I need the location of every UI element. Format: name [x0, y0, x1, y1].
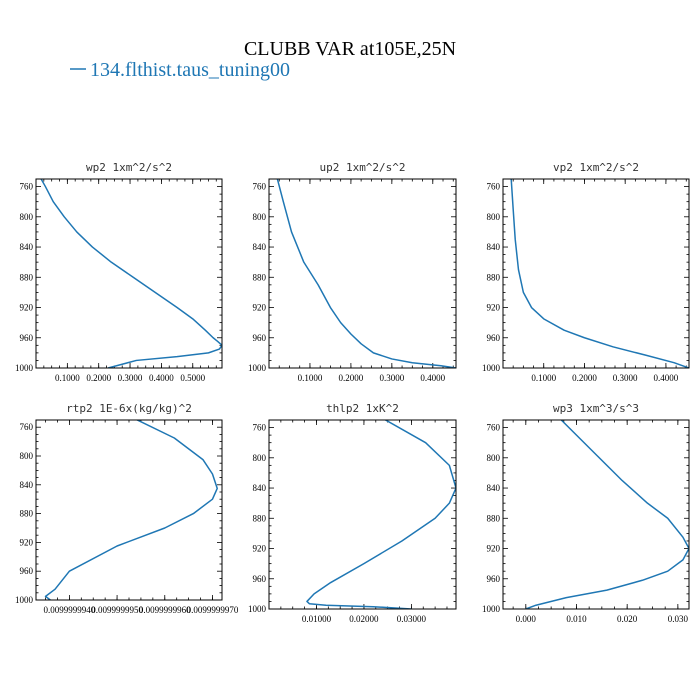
figure-title: CLUBB VAR at105E,25N: [244, 38, 456, 60]
x-tick-label: 0.01000: [302, 614, 332, 624]
y-tick-label: 840: [487, 483, 501, 493]
x-tick-label: 0.0099999970: [187, 605, 239, 615]
x-tick-label: 0.02000: [349, 614, 379, 624]
y-tick-label: 800: [253, 212, 267, 222]
y-tick-label: 960: [487, 574, 501, 584]
x-tick-label: 0.1000: [531, 373, 556, 383]
subplot-6: wp3 1xm^3/s^3 760 800 840 880 920 960 1000 0.000…: [482, 402, 690, 624]
x-tick-label: 0.2000: [572, 373, 597, 383]
y-tick-label: 960: [20, 566, 34, 576]
y-tick-label: 880: [487, 513, 501, 523]
subplot-1: wp2 1xm^2/s^2 760 800 840 880 920 960 1000 0.100…: [15, 161, 223, 383]
y-tick-label: 840: [20, 242, 34, 252]
y-tick-label: 840: [253, 242, 267, 252]
subplot-title: wp3 1xm^3/s^3: [553, 402, 639, 415]
y-tick-label: 920: [487, 544, 501, 554]
x-tick-label: 0.3000: [613, 373, 638, 383]
y-tick-label: 960: [487, 333, 501, 343]
y-tick-label: 920: [20, 537, 34, 547]
y-tick-label: 800: [487, 453, 501, 463]
subplot-title: up2 1xm^2/s^2: [319, 161, 405, 174]
x-tick-label: 0.3000: [118, 373, 143, 383]
x-tick-label: 0.0099999940: [44, 605, 96, 615]
x-tick-label: 0.030: [668, 614, 689, 624]
plot-frame: [502, 419, 690, 610]
y-tick-label: 920: [487, 303, 501, 313]
series-line: [276, 179, 456, 368]
y-tick-label: 960: [253, 574, 267, 584]
y-tick-label: 760: [253, 182, 267, 192]
x-tick-label: 0.03000: [397, 614, 427, 624]
y-tick-label: 800: [20, 212, 34, 222]
x-tick-label: 0.010: [566, 614, 587, 624]
subplot-grid: wp2 1xm^2/s^2 760 800 840 880 920 960 1000 0.100…: [15, 161, 690, 624]
y-tick-label: 760: [487, 423, 501, 433]
series-line: [306, 420, 456, 609]
y-tick-label: 800: [253, 453, 267, 463]
legend-label: 134.flthist.taus_tuning00: [90, 59, 290, 81]
subplot-title: wp2 1xm^2/s^2: [86, 161, 172, 174]
x-tick-label: 0.4000: [654, 373, 679, 383]
y-tick-label: 880: [253, 272, 267, 282]
plot-frame: [268, 419, 457, 610]
subplot-title: vp2 1xm^2/s^2: [553, 161, 639, 174]
y-tick-label: 960: [253, 333, 267, 343]
y-tick-label: 760: [20, 182, 34, 192]
y-tick-label: 800: [20, 451, 34, 461]
y-tick-label: 920: [253, 303, 267, 313]
series-line: [40, 179, 222, 368]
y-tick-label: 1000: [15, 363, 34, 373]
y-tick-label: 840: [20, 480, 34, 490]
x-tick-label: 0.020: [617, 614, 638, 624]
plot-frame: [35, 178, 223, 369]
series-line: [525, 420, 689, 609]
y-tick-label: 1000: [248, 604, 267, 614]
x-tick-label: 0.0099999950: [91, 605, 143, 615]
x-tick-label: 0.1000: [298, 373, 323, 383]
y-tick-label: 880: [487, 272, 501, 282]
y-tick-label: 760: [253, 423, 267, 433]
subplot-title: rtp2 1E-6x(kg/kg)^2: [66, 402, 192, 415]
y-tick-label: 960: [20, 333, 34, 343]
y-tick-label: 840: [487, 242, 501, 252]
subplot-5: thlp2 1xK^2 760 800 840 880 920 960 1000 0.01000…: [248, 402, 457, 624]
y-tick-label: 1000: [482, 604, 501, 614]
subplot-2: up2 1xm^2/s^2 760 800 840 880 920 960 1000 0.100…: [248, 161, 457, 383]
plot-frame: [268, 178, 457, 369]
y-tick-label: 920: [253, 544, 267, 554]
x-tick-label: 0.2000: [86, 373, 111, 383]
plot-frame: [35, 419, 223, 601]
x-tick-label: 0.000: [516, 614, 537, 624]
y-tick-label: 840: [253, 483, 267, 493]
subplot-title: thlp2 1xK^2: [326, 402, 399, 415]
x-tick-label: 0.3000: [379, 373, 404, 383]
x-tick-label: 0.4000: [149, 373, 174, 383]
x-tick-label: 0.5000: [180, 373, 205, 383]
y-tick-label: 880: [20, 272, 34, 282]
series-line: [510, 179, 689, 368]
y-tick-label: 920: [20, 303, 34, 313]
y-tick-label: 880: [20, 509, 34, 519]
y-tick-label: 800: [487, 212, 501, 222]
y-tick-label: 1000: [15, 595, 34, 605]
y-tick-label: 760: [487, 182, 501, 192]
y-tick-label: 1000: [248, 363, 267, 373]
x-tick-label: 0.0099999960: [139, 605, 191, 615]
x-tick-label: 0.1000: [55, 373, 80, 383]
x-tick-label: 0.4000: [420, 373, 445, 383]
subplot-3: vp2 1xm^2/s^2 760 800 840 880 920 960 1000 0.100…: [482, 161, 690, 383]
y-tick-label: 1000: [482, 363, 501, 373]
plot-frame: [502, 178, 690, 369]
x-tick-label: 0.2000: [339, 373, 364, 383]
y-tick-label: 880: [253, 513, 267, 523]
y-tick-label: 760: [20, 422, 34, 432]
subplot-4: rtp2 1E-6x(kg/kg)^2 760 800 840 880 920 960 100…: [15, 402, 239, 615]
series-line: [44, 420, 218, 600]
